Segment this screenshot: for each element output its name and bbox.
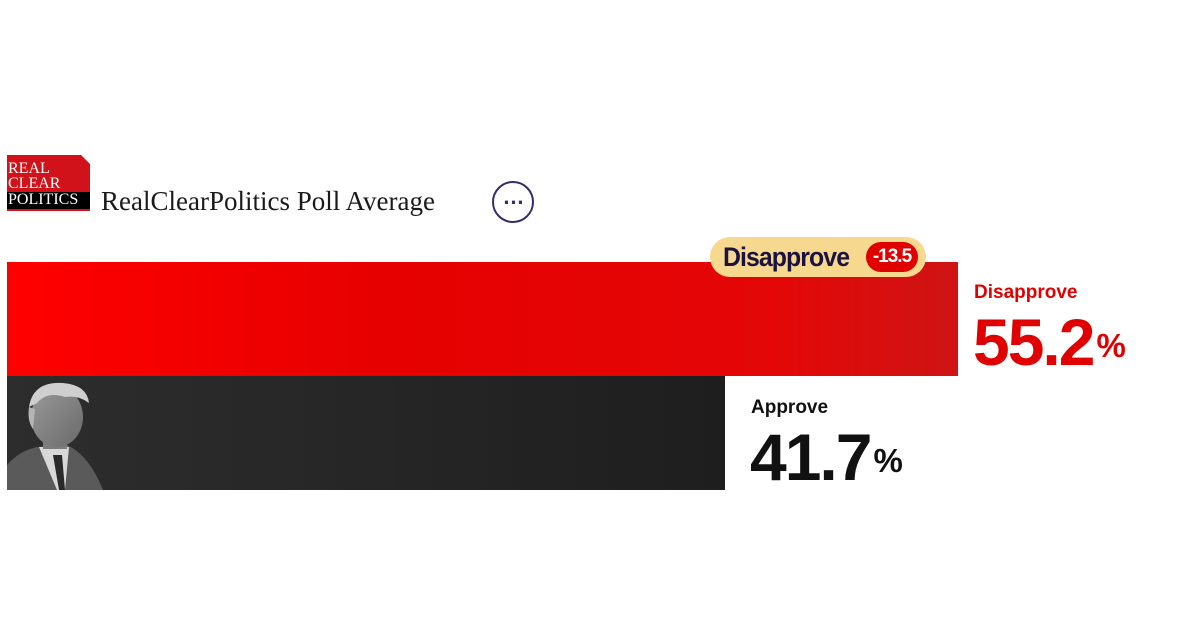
- logo-word-clear: CLEAR: [8, 175, 61, 192]
- bar-approve: [7, 376, 725, 490]
- approve-value: 41.7%: [750, 420, 903, 494]
- leader-label: Disapprove: [723, 241, 850, 272]
- more-options-button[interactable]: …: [492, 181, 534, 223]
- logo-word-politics: POLITICS: [7, 192, 90, 209]
- portrait-image: [7, 382, 103, 490]
- ellipsis-icon: …: [502, 184, 525, 209]
- disapprove-label: Disapprove: [974, 282, 1078, 303]
- rcp-logo: REAL CLEAR POLITICS: [7, 155, 90, 211]
- leader-badge: Disapprove -13.5: [710, 237, 926, 277]
- bar-disapprove: [7, 262, 958, 376]
- spread-badge: -13.5: [866, 242, 918, 272]
- approve-label: Approve: [751, 397, 829, 418]
- logo-word-real: REAL: [8, 160, 50, 177]
- disapprove-value: 55.2%: [973, 305, 1126, 379]
- page-title: RealClearPolitics Poll Average: [101, 186, 435, 216]
